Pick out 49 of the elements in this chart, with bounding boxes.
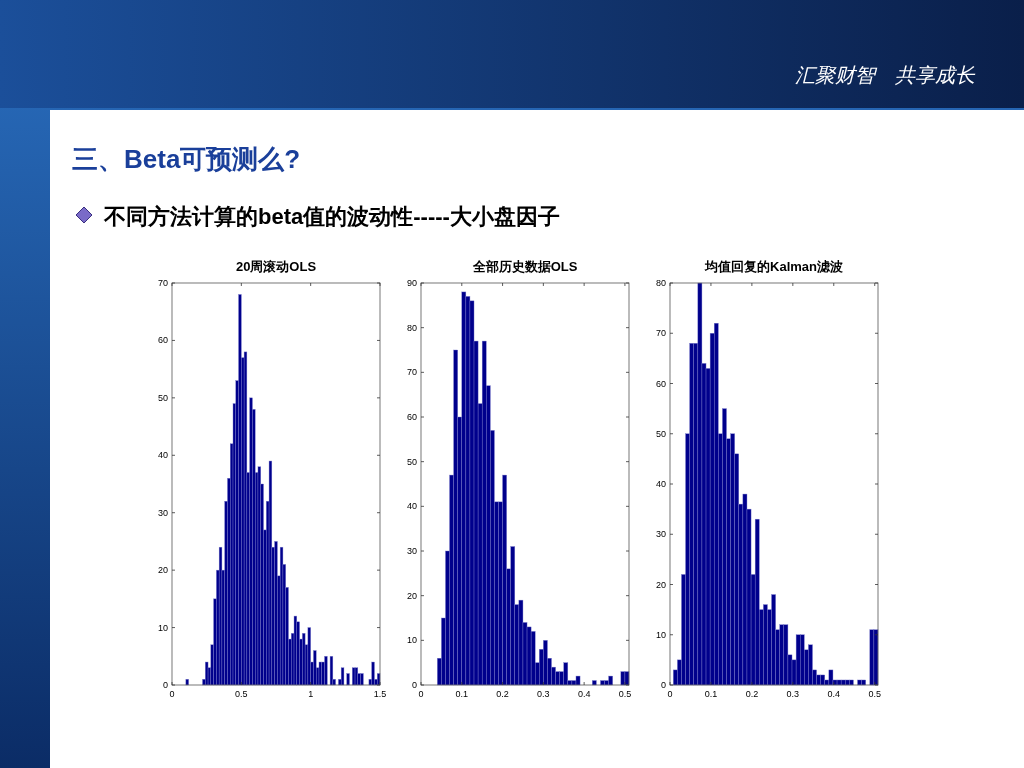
x-tick-label: 0.1 (704, 689, 718, 699)
x-tick-label: 0.3 (786, 689, 800, 699)
y-tick-label: 60 (655, 378, 666, 389)
x-tick-label: 1 (308, 689, 314, 699)
y-tick-label: 70 (406, 367, 417, 378)
y-tick-label: 20 (157, 565, 168, 576)
chart-title: 20周滚动OLS (235, 259, 317, 274)
y-tick-label: 40 (406, 501, 417, 512)
y-tick-label: 20 (406, 590, 417, 601)
x-tick-label: 0.1 (455, 689, 469, 699)
x-tick-label: 0.2 (496, 689, 509, 699)
y-tick-label: 0 (660, 680, 666, 690)
y-tick-label: 10 (655, 629, 666, 640)
y-tick-label: 10 (157, 622, 168, 633)
y-tick-label: 70 (655, 328, 666, 339)
y-tick-label: 50 (157, 392, 168, 403)
y-tick-label: 0 (411, 680, 417, 690)
y-tick-label: 40 (655, 479, 666, 489)
y-tick-label: 60 (157, 335, 168, 346)
y-tick-label: 40 (157, 450, 168, 461)
y-tick-label: 30 (157, 507, 168, 518)
y-tick-label: 80 (655, 278, 666, 288)
x-tick-label: 0.3 (537, 689, 550, 699)
y-tick-label: 90 (406, 278, 417, 288)
y-tick-label: 10 (406, 635, 417, 646)
y-tick-label: 50 (406, 456, 417, 467)
y-tick-label: 0 (162, 680, 168, 690)
y-tick-label: 20 (655, 579, 666, 590)
chart-title: 均值回复的Kalman滤波 (704, 259, 844, 274)
x-tick-label: 0 (667, 689, 673, 699)
text: 三、Beta可预测么? (72, 144, 301, 174)
x-tick-label: 0.5 (618, 689, 632, 699)
text: 汇聚财智 共享成长 (795, 64, 976, 86)
x-tick-label: 0.2 (745, 689, 759, 699)
x-tick-label: 0 (169, 689, 175, 699)
text: 不同方法计算的beta值的波动性-----大小盘因子 (103, 204, 560, 229)
x-tick-label: 0.4 (577, 689, 591, 699)
x-tick-label: 0.5 (868, 689, 881, 699)
chart-title: 全部历史数据OLS (471, 259, 578, 274)
x-tick-label: 0.4 (827, 689, 841, 699)
x-tick-label: 0 (418, 689, 424, 699)
x-tick-label: 0.5 (235, 689, 248, 699)
y-tick-label: 60 (406, 412, 417, 422)
y-tick-label: 50 (655, 428, 666, 439)
y-tick-label: 70 (157, 278, 168, 288)
y-tick-label: 30 (655, 529, 666, 540)
y-tick-label: 80 (406, 322, 417, 333)
y-tick-label: 30 (406, 546, 417, 556)
x-tick-label: 1.5 (373, 689, 387, 699)
